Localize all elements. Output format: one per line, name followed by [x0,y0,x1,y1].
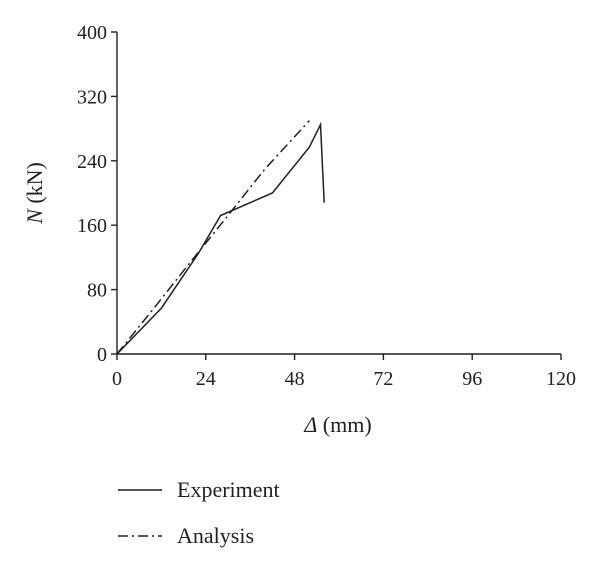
y-tick-label: 400 [77,22,107,44]
x-axis-symbol: Δ [303,412,317,437]
series-line-analysis [116,120,310,355]
y-axis-label: N (kN) [22,162,47,225]
x-axis-unit: (mm) [317,412,371,437]
y-axis-unit: (kN) [22,162,47,209]
y-axis-symbol: N [22,208,47,225]
legend-label-experiment: Experiment [177,477,280,502]
y-tick-label: 0 [97,344,107,366]
x-tick-label: 120 [546,368,576,390]
x-axis-label: Δ (mm) [303,412,371,437]
axis-labels: N (kN) Δ (mm) [22,162,372,437]
legend: Experiment Analysis [118,477,280,548]
series-line-experiment [116,121,325,355]
ticks: 0 80 160 240 320 400 0 24 48 72 96 120 [77,22,576,390]
legend-label-analysis: Analysis [177,523,254,548]
x-tick-label: 24 [196,368,216,390]
y-tick-label: 80 [87,280,107,302]
y-tick-label: 160 [77,215,107,237]
x-tick-label: 72 [373,368,393,390]
x-tick-label: 48 [285,368,305,390]
x-tick-label: 96 [462,368,482,390]
y-tick-label: 320 [77,86,107,108]
y-tick-label: 240 [77,151,107,173]
axes [116,32,561,355]
x-tick-label: 0 [112,368,122,390]
series-group [116,120,325,355]
